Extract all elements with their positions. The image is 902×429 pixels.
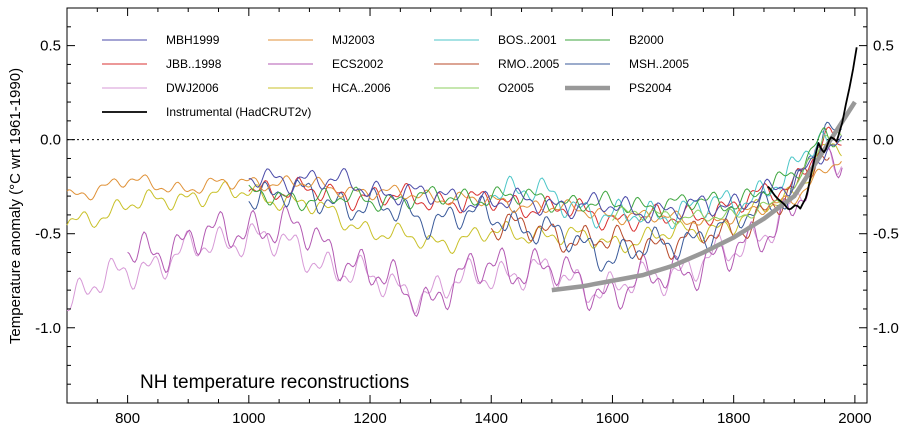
x-tick-label: 1000	[232, 410, 265, 427]
y-tick-label-left: 0.5	[40, 38, 61, 55]
legend-label: DWJ2006	[166, 81, 219, 95]
legend-label: HCA..2006	[332, 81, 391, 95]
y-axis-title: Temperature anomaly (°C wrt 1961-1990)	[7, 68, 24, 344]
legend-label: PS2004	[629, 81, 672, 95]
y-tick-label-right: 0.5	[873, 38, 894, 55]
x-tick-label: 2000	[838, 410, 871, 427]
ticks-layer: 800 1000 1200 1400 1600 1800 2000 0.5 0.5 0.0 0.0 -…	[35, 8, 899, 427]
legend-label: B2000	[629, 33, 664, 47]
legend-label: MSH..2005	[629, 57, 689, 71]
legend-label: JBB..1998	[166, 57, 222, 71]
legend-label: ECS2002	[332, 57, 384, 71]
legend: MBH1999 MJ2003 BOS..2001 B2000 JBB..1998 ECS2…	[102, 33, 689, 119]
x-tick-label: 1600	[596, 410, 629, 427]
series-line	[490, 131, 830, 230]
y-tick-label-right: -1.0	[873, 320, 899, 337]
series-layer	[66, 47, 858, 317]
legend-label: MBH1999	[166, 33, 220, 47]
series-line	[248, 121, 842, 272]
y-tick-label-right: 0.0	[873, 132, 894, 149]
series-line	[248, 135, 842, 224]
series-line	[551, 100, 857, 293]
y-tick-label-right: -0.5	[873, 226, 899, 243]
legend-label: MJ2003	[332, 33, 375, 47]
x-tick-label: 1200	[353, 410, 386, 427]
x-tick-label: 1400	[475, 410, 508, 427]
y-tick-label-left: -0.5	[35, 226, 61, 243]
series-line	[127, 145, 843, 317]
x-tick-label: 1800	[717, 410, 750, 427]
chart-title: NH temperature reconstructions	[140, 372, 409, 393]
legend-label: BOS..2001	[498, 33, 557, 47]
y-tick-label-left: -1.0	[35, 320, 61, 337]
series-line	[248, 127, 842, 218]
series-line	[66, 143, 842, 254]
y-tick-label-left: 0.0	[40, 132, 61, 149]
legend-label: RMO..2005	[498, 57, 560, 71]
x-tick-label: 800	[115, 410, 140, 427]
legend-label: Instrumental (HadCRUT2v)	[166, 105, 311, 119]
legend-label: O2005	[498, 81, 534, 95]
series-line	[767, 47, 858, 211]
